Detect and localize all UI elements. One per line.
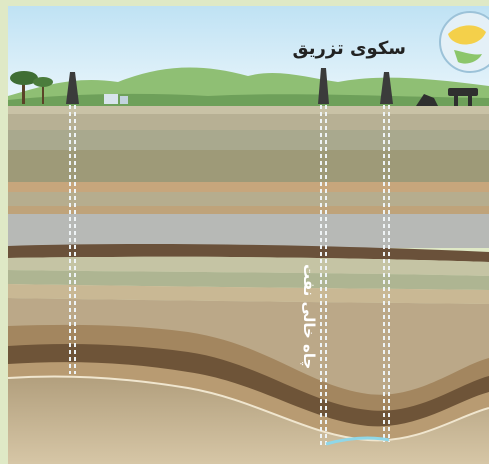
tree-icon xyxy=(10,71,53,104)
deep-layer xyxy=(8,376,489,464)
stratum-9 xyxy=(8,270,489,290)
stratum-1 xyxy=(8,114,489,130)
stratum-2 xyxy=(8,130,489,150)
stratum-10 xyxy=(8,284,489,304)
well-right xyxy=(383,98,390,442)
oil-derrick-icon xyxy=(66,68,393,104)
diagram-title: سکوی تزریق xyxy=(292,38,406,59)
globe-icon xyxy=(439,11,489,73)
stratum-4 xyxy=(8,182,489,192)
stratum-5 xyxy=(8,192,489,206)
stratum-7 xyxy=(8,214,489,248)
well-center xyxy=(320,98,327,446)
well-label: چاه خالی نفت xyxy=(300,264,318,370)
injection-pipe xyxy=(325,436,390,446)
stratum-8 xyxy=(8,256,489,276)
well-left xyxy=(69,98,76,374)
injection-platform-icon xyxy=(416,88,478,106)
dark-band-1 xyxy=(8,244,489,262)
geology-cross-section: سکوی تزریق چاه خالی نفت xyxy=(8,6,489,464)
stratum-3 xyxy=(8,150,489,182)
stratum-6 xyxy=(8,206,489,214)
